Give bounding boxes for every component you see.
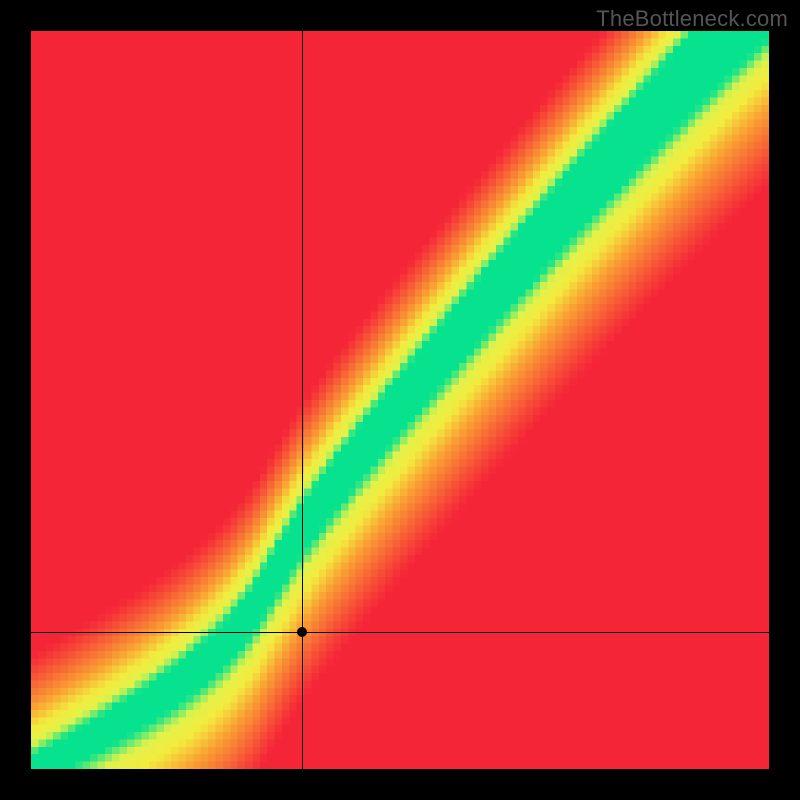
heatmap-canvas (31, 31, 769, 769)
watermark-label: TheBottleneck.com (596, 6, 788, 32)
heatmap-plot (31, 31, 769, 769)
